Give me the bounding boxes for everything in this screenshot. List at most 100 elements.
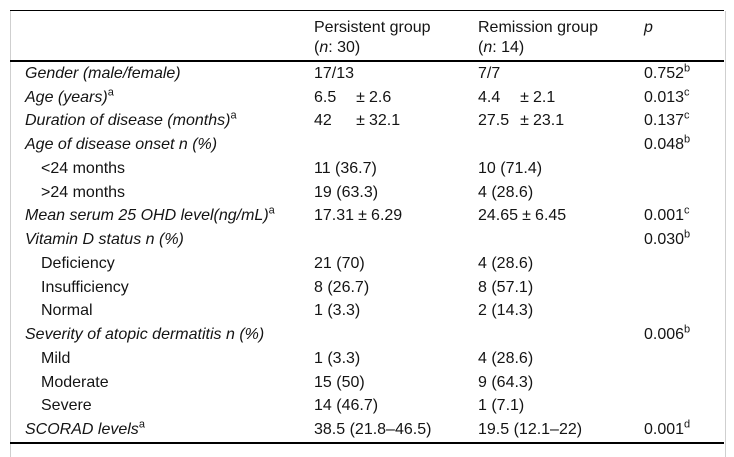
table-row-deficiency: Deficiency 21 (70) 4 (28.6) bbox=[10, 252, 724, 276]
row-label-superscript: a bbox=[230, 110, 237, 123]
remission-cell: 24.65 ±6.45 bbox=[478, 207, 644, 225]
persistent-cell: 19 (63.3) bbox=[314, 184, 478, 202]
row-label-text: Severity of atopic dermatitis n (%) bbox=[25, 326, 265, 344]
col-header-persistent-n: (n: 30) bbox=[314, 38, 478, 58]
plus-minus-sign: ± bbox=[356, 112, 365, 130]
p-value: 0.752 bbox=[644, 64, 685, 82]
persistent-cell bbox=[314, 326, 478, 344]
remission-value: 8 (57.1) bbox=[478, 278, 534, 296]
remission-value: 9 (64.3) bbox=[478, 373, 534, 391]
row-label: Insufficiency bbox=[10, 279, 314, 297]
row-label-text: Insufficiency bbox=[41, 278, 129, 296]
table-body: Gender (male/female) 17/13 7/7 0.752b Ag… bbox=[10, 62, 724, 444]
remission-cell bbox=[478, 326, 644, 344]
n-count-text: : 30) bbox=[328, 39, 361, 56]
p-value: 0.137 bbox=[644, 112, 685, 130]
remission-cell: 4 (28.6) bbox=[478, 350, 644, 368]
remission-value: 10 (71.4) bbox=[478, 159, 543, 177]
remission-cell: 8 (57.1) bbox=[478, 279, 644, 297]
p-value: 0.048 bbox=[644, 136, 685, 154]
persistent-value: 19 (63.3) bbox=[314, 183, 379, 201]
table-row-severe: Severe 14 (46.7) 1 (7.1) bbox=[10, 395, 724, 419]
remission-sd: 23.1 bbox=[533, 112, 565, 130]
remission-value: 4 (28.6) bbox=[478, 254, 534, 272]
n-symbol: n bbox=[483, 39, 493, 56]
paren-text: ( bbox=[314, 39, 320, 56]
row-label: Mild bbox=[10, 350, 314, 368]
p-cell: 0.030b bbox=[644, 229, 724, 249]
persistent-value: 17/13 bbox=[314, 64, 355, 82]
persistent-value: 15 (50) bbox=[314, 373, 365, 391]
persistent-cell: 14 (46.7) bbox=[314, 397, 478, 415]
n-count-text: : 14) bbox=[492, 39, 525, 56]
p-cell: 0.752b bbox=[644, 63, 724, 83]
row-label: Severity of atopic dermatitis n (%) bbox=[10, 326, 314, 344]
row-label-text: Deficiency bbox=[41, 254, 115, 272]
persistent-value: 1 (3.3) bbox=[314, 349, 361, 367]
row-label-text: Normal bbox=[41, 302, 93, 320]
p-cell: 0.013c bbox=[644, 87, 724, 107]
persistent-value: 8 (26.7) bbox=[314, 278, 370, 296]
row-label-text: >24 months bbox=[41, 183, 126, 201]
table-row-severity-group: Severity of atopic dermatitis n (%) 0.00… bbox=[10, 323, 724, 347]
col-header-p: p bbox=[644, 19, 653, 36]
plus-minus-sign: ± bbox=[522, 207, 531, 225]
remission-cell: 19.5 (12.1–22) bbox=[478, 421, 644, 439]
remission-cell bbox=[478, 136, 644, 154]
remission-value: 4.4 bbox=[478, 88, 501, 106]
remission-value: 19.5 (12.1–22) bbox=[478, 421, 583, 439]
remission-value: 4 (28.6) bbox=[478, 349, 534, 367]
p-superscript: d bbox=[684, 418, 691, 431]
remission-cell: 9 (64.3) bbox=[478, 374, 644, 392]
p-superscript: c bbox=[684, 205, 690, 218]
persistent-value: 21 (70) bbox=[314, 254, 365, 272]
row-label: Normal bbox=[10, 302, 314, 320]
p-superscript: c bbox=[684, 110, 690, 123]
row-label: <24 months bbox=[10, 160, 314, 178]
table-row-insufficiency: Insufficiency 8 (26.7) 8 (57.1) bbox=[10, 276, 724, 300]
row-label-text: Age of disease onset n (%) bbox=[25, 136, 218, 154]
table-row-moderate: Moderate 15 (50) 9 (64.3) bbox=[10, 371, 724, 395]
remission-value: 7/7 bbox=[478, 64, 501, 82]
remission-sd: 6.45 bbox=[535, 207, 567, 225]
p-cell: 0.006b bbox=[644, 324, 724, 344]
persistent-cell: 21 (70) bbox=[314, 255, 478, 273]
row-label: Mean serum 25 OHD level(ng/mL)a bbox=[10, 206, 314, 225]
p-cell: 0.137c bbox=[644, 110, 724, 130]
plus-minus-sign: ± bbox=[356, 88, 365, 106]
row-label-text: Age (years) bbox=[25, 88, 108, 106]
table-row-onset-over24: >24 months 19 (63.3) 4 (28.6) bbox=[10, 181, 724, 205]
remission-value: 24.65 bbox=[478, 207, 519, 225]
table-row-onset-group: Age of disease onset n (%) 0.048b bbox=[10, 133, 724, 157]
row-label-text: Duration of disease (months) bbox=[25, 112, 231, 130]
remission-cell: 4 (28.6) bbox=[478, 255, 644, 273]
row-label-text: Vitamin D status n (%) bbox=[25, 231, 184, 249]
p-cell: 0.001c bbox=[644, 205, 724, 225]
remission-cell: 27.5 ±23.1 bbox=[478, 112, 644, 130]
persistent-cell: 17/13 bbox=[314, 65, 478, 83]
row-label: SCORAD levelsa bbox=[10, 419, 314, 439]
n-symbol: n bbox=[319, 39, 329, 56]
p-value: 0.006 bbox=[644, 326, 685, 344]
paren-text: ( bbox=[478, 39, 484, 56]
persistent-value: 14 (46.7) bbox=[314, 397, 379, 415]
persistent-cell: 1 (3.3) bbox=[314, 350, 478, 368]
row-label: Moderate bbox=[10, 374, 314, 392]
remission-cell: 4.4 ±2.1 bbox=[478, 89, 644, 107]
remission-cell: 2 (14.3) bbox=[478, 302, 644, 320]
persistent-cell: 6.5 ±2.6 bbox=[314, 89, 478, 107]
remission-sd: 2.1 bbox=[533, 88, 556, 106]
row-label: Age of disease onset n (%) bbox=[10, 136, 314, 154]
persistent-cell bbox=[314, 231, 478, 249]
col-header-remission-title: Remission group bbox=[478, 19, 599, 36]
col-header-remission-n: (n: 14) bbox=[478, 38, 644, 58]
persistent-sd: 6.29 bbox=[371, 207, 403, 225]
remission-value: 4 (28.6) bbox=[478, 183, 534, 201]
table-row-duration: Duration of disease (months)a 42 ±32.1 27… bbox=[10, 110, 724, 134]
persistent-sd: 32.1 bbox=[369, 112, 401, 130]
row-label-text: Gender (male/female) bbox=[25, 64, 181, 82]
plus-minus-sign: ± bbox=[520, 112, 529, 130]
plus-minus-sign: ± bbox=[358, 207, 367, 225]
persistent-cell: 17.31 ±6.29 bbox=[314, 207, 478, 225]
table-row-ohd-level: Mean serum 25 OHD level(ng/mL)a 17.31 ±6.… bbox=[10, 205, 724, 229]
